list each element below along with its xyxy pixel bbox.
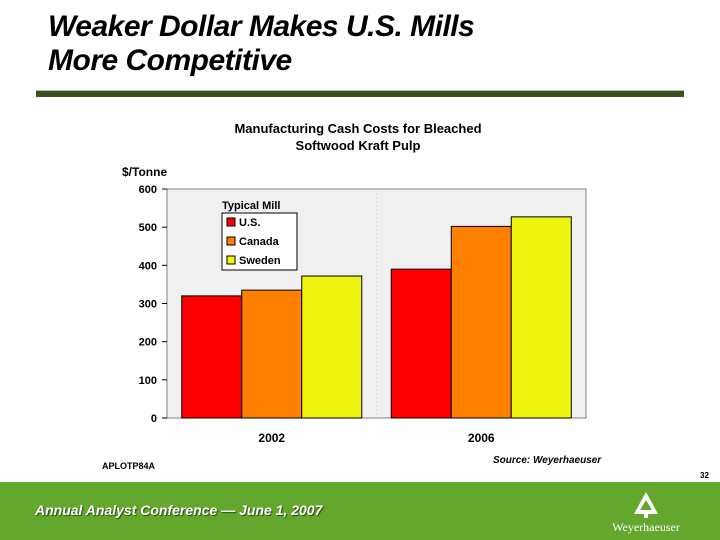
source-note: Source: Weyerhaeuser [493,455,602,466]
legend-label: Canada [239,236,280,248]
bars [181,216,572,419]
legend-swatch [226,217,236,227]
y-tick-label: 0 [151,413,157,425]
bar-us-2006 [390,268,452,419]
bar-sweden-2006 [510,216,572,419]
y-tick-label: 200 [139,337,157,349]
chart: Manufacturing Cash Costs for Bleached So… [122,121,587,445]
y-tick-label: 500 [139,222,157,234]
logo-wordmark: Weyerhaeuser [612,520,680,534]
y-tick-label: 400 [139,260,157,272]
title-line-1: Weaker Dollar Makes U.S. Mills [48,10,475,43]
bar-canada-2006 [450,225,512,419]
bar-us-2002 [181,295,243,419]
footer-text: Annual Analyst Conference — June 1, 2007 [35,502,323,518]
legend-label: Sweden [239,255,281,267]
y-ticks: 0 100 200 300 400 500 600 [139,184,167,425]
bar-canada-2002 [241,289,303,419]
bar-sweden-2002 [301,275,363,419]
y-tick-label: 300 [139,299,157,311]
x-ticks: 2002 2006 [258,431,495,445]
x-tick-label: 2006 [468,431,495,445]
title-underline [36,90,684,97]
title-line-2: More Competitive [48,44,292,77]
slide-code: APLOTP84A [102,461,156,471]
x-tick-label: 2002 [258,431,285,445]
legend-title: Typical Mill [222,200,280,212]
chart-title-line-1: Manufacturing Cash Costs for Bleached [234,121,481,136]
y-tick-label: 600 [139,184,157,196]
chart-title-line-2: Softwood Kraft Pulp [296,138,421,153]
legend-swatch [226,236,236,246]
legend-swatch [226,255,236,265]
y-axis-label: $/Tonne [122,165,167,179]
y-tick-label: 100 [139,375,157,387]
page-number: 32 [700,471,709,480]
legend-label: U.S. [239,217,260,229]
tree-icon [634,492,658,518]
legend: Typical Mill U.S. Canada Sweden [221,200,298,271]
weyerhaeuser-logo: Weyerhaeuser [610,490,682,536]
footer-bar: Annual Analyst Conference — June 1, 2007… [0,482,720,540]
slide-title: Weaker Dollar Makes U.S. Mills More Comp… [48,10,475,78]
